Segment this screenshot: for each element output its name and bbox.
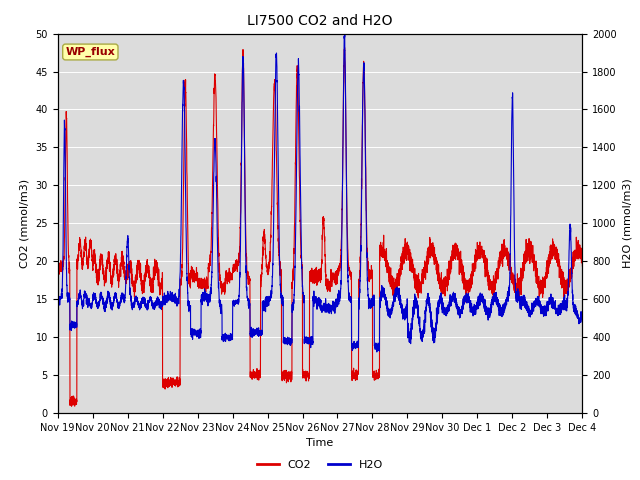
CO2 <box>54 266 61 272</box>
Line: H2O: H2O <box>58 34 582 352</box>
H2O <box>396 285 403 291</box>
CO2 <box>68 403 76 409</box>
Line: CO2: CO2 <box>58 48 582 406</box>
CO2 <box>340 45 348 50</box>
H2O <box>579 311 586 317</box>
H2O <box>373 349 381 355</box>
H2O <box>340 31 348 36</box>
H2O <box>149 302 157 308</box>
CO2 <box>579 263 586 269</box>
X-axis label: Time: Time <box>307 438 333 448</box>
Y-axis label: H2O (mmol/m3): H2O (mmol/m3) <box>622 179 632 268</box>
H2O <box>54 298 61 303</box>
CO2 <box>445 267 453 273</box>
H2O <box>254 332 262 338</box>
Text: WP_flux: WP_flux <box>65 47 115 57</box>
CO2 <box>149 278 157 284</box>
H2O <box>445 303 453 309</box>
CO2 <box>396 283 403 288</box>
H2O <box>486 308 493 314</box>
CO2 <box>369 373 376 379</box>
CO2 <box>254 373 262 379</box>
Y-axis label: CO2 (mmol/m3): CO2 (mmol/m3) <box>20 179 30 268</box>
Legend: CO2, H2O: CO2, H2O <box>252 456 388 474</box>
H2O <box>369 301 376 307</box>
Title: LI7500 CO2 and H2O: LI7500 CO2 and H2O <box>247 14 393 28</box>
CO2 <box>486 280 493 286</box>
